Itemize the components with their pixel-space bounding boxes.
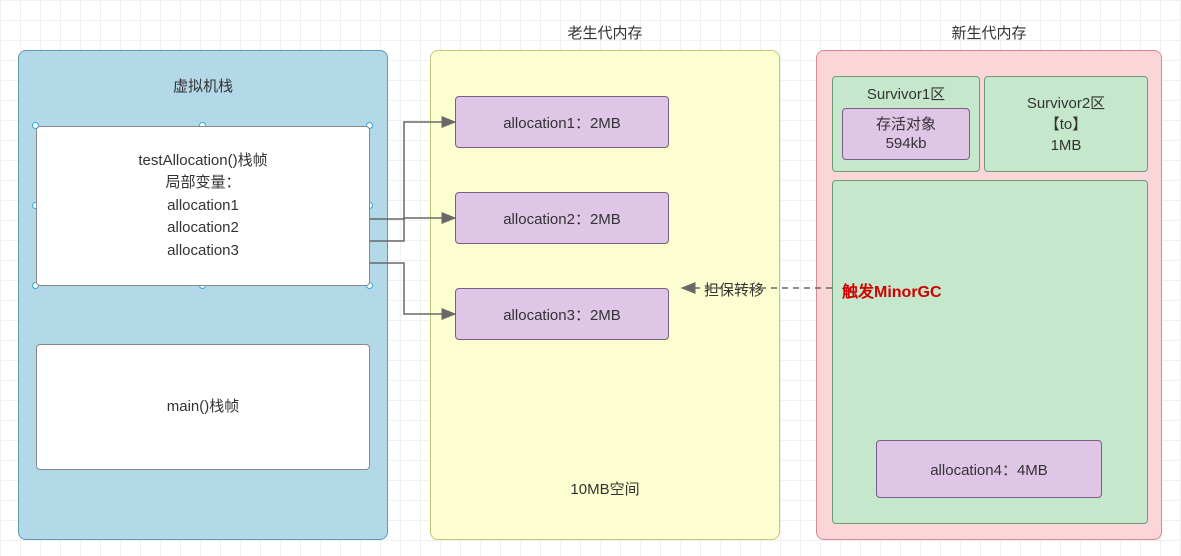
frame1-line: allocation1: [167, 195, 239, 218]
vm-stack-title: 虚拟机栈: [19, 75, 387, 96]
survivor1-inner-line: 594kb: [886, 134, 927, 154]
stack-frame-main: main()栈帧: [36, 344, 370, 470]
frame1-line: 局部变量：: [165, 172, 240, 195]
frame1-line: allocation2: [167, 217, 239, 240]
oldgen-caption: 10MB空间: [431, 478, 779, 499]
trigger-minorgc-text: 触发MinorGC: [842, 278, 942, 302]
survivor1-inner-box: 存活对象 594kb: [842, 108, 970, 160]
alloc2-box: allocation2：2MB: [455, 192, 669, 244]
frame1-line: testAllocation()栈帧: [138, 150, 267, 173]
newgen-label: 新生代内存: [816, 22, 1162, 43]
stack-frame-testallocation: testAllocation()栈帧 局部变量： allocation1 all…: [36, 126, 370, 286]
survivor2-box: Survivor2区 【to】 1MB: [984, 76, 1148, 172]
frame1-line: allocation3: [167, 240, 239, 263]
survivor2-line: 【to】: [985, 114, 1147, 135]
transfer-label: 担保转移: [704, 279, 764, 300]
frame2-text: main()栈帧: [167, 396, 240, 419]
oldgen-label: 老生代内存: [430, 22, 780, 43]
alloc4-box: allocation4：4MB: [876, 440, 1102, 498]
survivor2-line: 1MB: [985, 135, 1147, 156]
alloc3-box: allocation3：2MB: [455, 288, 669, 340]
alloc1-box: allocation1：2MB: [455, 96, 669, 148]
survivor2-line: Survivor2区: [985, 93, 1147, 114]
survivor1-title: Survivor1区: [833, 83, 979, 104]
survivor1-inner-line: 存活对象: [876, 115, 936, 135]
